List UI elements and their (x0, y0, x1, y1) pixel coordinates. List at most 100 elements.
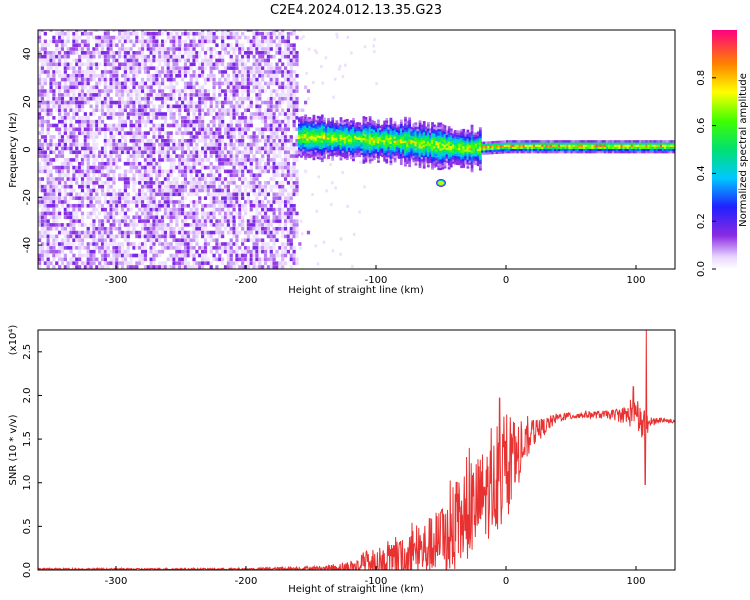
spectrogram-cell (123, 31, 127, 36)
spectrogram-cell (135, 215, 139, 220)
spectrogram-cell (298, 153, 301, 157)
spectrogram-cell (58, 62, 62, 67)
spectrogram-cell (86, 135, 90, 139)
spectrogram-cell (223, 184, 228, 189)
spectrogram-cell (69, 51, 73, 55)
spectrogram-cell (146, 43, 150, 47)
spectrogram-cell (374, 149, 378, 152)
spectrogram-cell (246, 81, 250, 86)
spectrogram-cell (149, 43, 153, 47)
spectrogram-cell (331, 128, 335, 131)
spectrogram-cell (266, 146, 270, 151)
spectrogram-cell (75, 257, 79, 262)
spectrogram-cell (158, 203, 162, 208)
spectrogram-cell (325, 147, 328, 150)
spectrogram-cell (255, 234, 259, 239)
spectrogram-cell (209, 127, 213, 132)
spectrogram-cell (203, 81, 208, 86)
spectrogram-cell (238, 265, 242, 269)
spectrogram-cell (275, 161, 279, 166)
spectrogram-cell (135, 70, 139, 74)
spectrogram-cell (175, 215, 179, 220)
spectrogram-cell (89, 51, 93, 55)
spectrogram-cell (308, 132, 312, 135)
spectrogram-cell (255, 51, 259, 55)
spectrogram-cell (212, 54, 216, 59)
spectrogram-cell (75, 30, 79, 32)
spectrogram-cell (374, 151, 378, 154)
spectrogram-cell (223, 265, 228, 269)
spectrogram-cell (229, 62, 233, 67)
spectrogram-cell (103, 196, 107, 200)
spectrogram-cell (343, 149, 347, 153)
spectrogram-cell (172, 51, 176, 55)
spectrogram-cell (206, 96, 210, 101)
spectrogram-cell (178, 112, 182, 116)
spectrogram-cell (215, 177, 219, 181)
spectrogram-cell (221, 112, 225, 116)
spectrogram-cell (172, 192, 176, 197)
spectrogram-cell (275, 146, 279, 151)
spectrogram-cell (320, 159, 324, 163)
spectrogram-cell (175, 219, 179, 223)
spectrogram-cell (221, 35, 225, 40)
spectrogram-cell (223, 123, 228, 128)
spectrogram-cell (149, 81, 153, 86)
spectrogram-cell (235, 192, 239, 197)
spectrogram-cell (325, 157, 329, 161)
spectrogram-cell (149, 177, 153, 181)
spectrogram-cell (106, 165, 110, 170)
spectrogram-cell (368, 137, 372, 141)
spectrogram-cell (149, 261, 153, 265)
spectrogram-cell (160, 123, 165, 128)
spectrogram-cell (235, 188, 239, 193)
spectrogram-cell (314, 145, 318, 148)
spectrogram-cell (221, 154, 225, 158)
spectrogram-cell (55, 146, 59, 151)
spectrogram-cell (255, 246, 259, 250)
spectrogram-cell (223, 127, 228, 132)
spectrogram-cell (152, 207, 156, 212)
spectrogram-cell (175, 184, 179, 189)
spectrogram-cell (212, 257, 216, 262)
spectrogram-cell (138, 215, 142, 220)
spectrogram-cell (189, 54, 193, 59)
spectrogram-cell (308, 142, 312, 146)
spectrogram-cell (308, 125, 312, 129)
spectrogram-cell (278, 161, 282, 166)
spectrogram-cell (83, 70, 87, 74)
spectrogram-cell (195, 116, 199, 120)
spectrogram-cell (46, 219, 50, 223)
spectrogram-cell (195, 184, 199, 189)
spectrogram-cell (186, 70, 190, 74)
spectrogram-cell (95, 39, 99, 44)
spectrogram-cell (312, 116, 316, 120)
spectrogram-cell (135, 246, 139, 250)
spectrogram-cell (269, 165, 273, 170)
spectrogram-cell (106, 154, 110, 158)
spectrogram-cell (281, 81, 285, 86)
spectrogram-cell (100, 51, 105, 55)
spectrogram-cell (152, 146, 156, 151)
spectrogram-cell (95, 85, 99, 90)
spectrogram-cell (115, 43, 119, 47)
spectrogram-cell (272, 230, 276, 235)
spectrogram-cell (275, 215, 279, 220)
spectrogram-cell (118, 165, 122, 170)
spectrogram-cell (241, 165, 245, 170)
spectrogram-cell (358, 124, 362, 127)
spectrogram-cell (126, 47, 130, 51)
spectrogram-cell (272, 177, 276, 181)
spectrogram-cell (261, 215, 265, 220)
spectrogram-cell (135, 196, 139, 200)
spectrogram-cell (235, 161, 239, 166)
spectrogram-cell (103, 138, 107, 143)
spectrogram-cell (118, 85, 122, 90)
spectrogram-cell (354, 139, 357, 143)
spectrogram-cell (143, 161, 148, 166)
spectrogram-cell (358, 146, 362, 149)
spectrogram-cell (223, 242, 228, 246)
spectrogram-cell (89, 154, 93, 158)
spectrogram-cell (55, 154, 59, 158)
spectrogram-cell (100, 89, 105, 93)
